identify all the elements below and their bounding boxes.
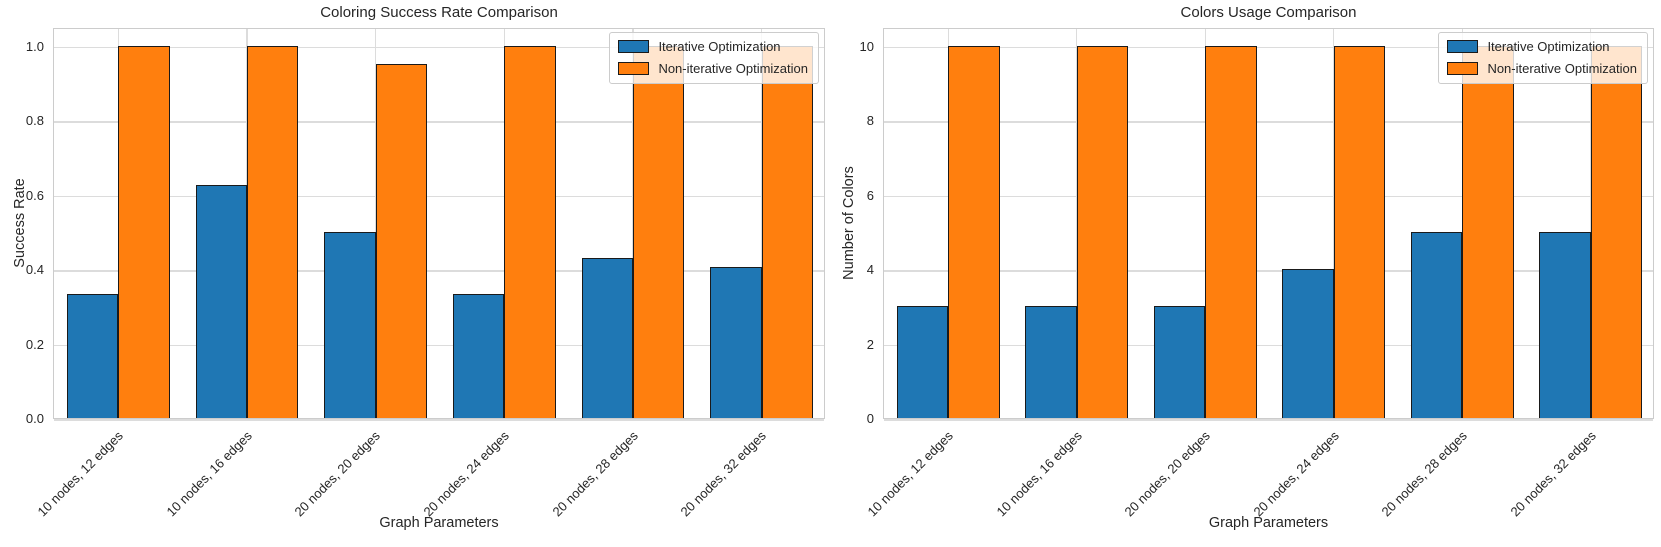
chart-title-colors-usage: Colors Usage Comparison — [1180, 4, 1357, 21]
bar-non-iterative-4 — [1333, 45, 1386, 418]
bar-non-iterative-4 — [504, 45, 556, 418]
bar-non-iterative-6 — [1590, 45, 1643, 418]
gridline-x-2 — [1076, 29, 1078, 418]
gridline-x-5 — [1461, 29, 1463, 418]
bar-non-iterative-5 — [633, 45, 685, 418]
bar-iterative-4 — [1282, 269, 1334, 418]
gridline-y-1.0 — [54, 47, 824, 49]
legend-label-non-iterative: Non-iterative Optimization — [1487, 61, 1637, 76]
gridline-y-6 — [884, 195, 1653, 198]
legend: Iterative Optimization Non-iterative Opti… — [609, 32, 819, 84]
legend-entry-non-iterative: Non-iterative Optimization — [1447, 61, 1637, 76]
gridline-y-0.0 — [54, 419, 824, 421]
x-axis-label-right: Graph Parameters — [1208, 515, 1329, 531]
bar-non-iterative-6 — [761, 45, 814, 418]
legend-entry-iterative: Iterative Optimization — [618, 39, 808, 54]
bar-iterative-3 — [1153, 306, 1206, 418]
y-tick-label-0.4: 0.4 — [25, 262, 44, 278]
y-tick-label-8: 8 — [866, 113, 874, 129]
bar-iterative-2 — [1025, 306, 1077, 418]
gridline-y-4 — [884, 270, 1653, 272]
x-tick-label-2: 10 nodes, 16 edges — [992, 428, 1085, 520]
x-tick-label-2: 10 nodes, 16 edges — [163, 428, 255, 520]
gridline-x-6 — [1590, 29, 1592, 418]
y-tick-label-2: 2 — [866, 336, 874, 352]
legend-label-iterative: Iterative Optimization — [658, 39, 781, 54]
bar-non-iterative-2 — [1076, 45, 1129, 418]
x-tick-label-3: 20 nodes, 20 edges — [1121, 428, 1213, 520]
y-tick-label-0: 0 — [866, 411, 874, 426]
gridline-y-10 — [884, 47, 1653, 49]
legend-swatch-non-iterative — [618, 62, 650, 75]
legend-swatch-non-iterative — [1447, 62, 1479, 75]
x-tick-label-4: 20 nodes, 24 edges — [1249, 428, 1342, 520]
x-tick-label-5: 20 nodes, 28 edges — [1378, 428, 1470, 520]
x-tick-label-3: 20 nodes, 20 edges — [291, 428, 384, 520]
gridline-y-0 — [884, 419, 1653, 421]
x-tick-label-6: 20 nodes, 32 edges — [1506, 428, 1599, 520]
bar-non-iterative-3 — [375, 64, 428, 418]
bar-iterative-1 — [66, 294, 119, 418]
legend-entry-non-iterative: Non-iterative Optimization — [618, 61, 808, 76]
legend-swatch-iterative — [1447, 40, 1479, 53]
y-tick-label-0.6: 0.6 — [25, 187, 44, 203]
legend-label-iterative: Iterative Optimization — [1487, 39, 1610, 54]
bar-iterative-2 — [195, 185, 247, 418]
bar-non-iterative-5 — [1462, 45, 1514, 418]
bar-non-iterative-3 — [1205, 45, 1257, 418]
gridline-x-1 — [117, 29, 119, 418]
gridline-x-4 — [1333, 29, 1335, 418]
y-tick-label-4: 4 — [866, 262, 874, 278]
bar-non-iterative-1 — [948, 45, 1000, 418]
x-tick-label-1: 10 nodes, 12 edges — [864, 428, 956, 520]
bar-iterative-6 — [710, 267, 762, 418]
x-tick-label-4: 20 nodes, 24 edges — [420, 428, 512, 520]
bar-non-iterative-2 — [247, 45, 299, 418]
gridline-y-8 — [884, 121, 1653, 123]
bar-non-iterative-1 — [118, 45, 170, 418]
gridline-x-5 — [632, 29, 634, 418]
y-tick-label-0.0: 0.0 — [25, 411, 44, 426]
bar-iterative-5 — [581, 257, 633, 418]
y-tick-label-0.8: 0.8 — [25, 113, 44, 129]
gridline-y-0.2 — [54, 344, 824, 347]
plot-area-success-rate — [53, 28, 825, 421]
plot-area-colors-usage — [883, 28, 1654, 421]
legend: Iterative Optimization Non-iterative Opti… — [1438, 32, 1648, 84]
gridline-x-3 — [1204, 29, 1206, 418]
gridline-x-4 — [503, 29, 505, 418]
chart-title-success-rate: Coloring Success Rate Comparison — [320, 4, 558, 21]
bar-iterative-3 — [324, 231, 376, 418]
y-tick-label-6: 6 — [866, 187, 874, 203]
gridline-y-0.6 — [54, 195, 824, 198]
gridline-x-2 — [246, 29, 248, 418]
bar-iterative-5 — [1410, 231, 1463, 418]
x-tick-label-5: 20 nodes, 28 edges — [549, 428, 641, 520]
gridline-y-0.8 — [54, 121, 824, 123]
gridline-y-0.4 — [54, 270, 824, 272]
gridline-y-2 — [884, 344, 1653, 347]
x-axis-label-left: Graph Parameters — [379, 515, 499, 531]
y-tick-label-0.2: 0.2 — [25, 336, 44, 352]
x-tick-label-1: 10 nodes, 12 edges — [34, 428, 126, 520]
bar-iterative-1 — [896, 306, 949, 418]
legend-swatch-iterative — [618, 40, 650, 53]
y-tick-label-10: 10 — [859, 38, 874, 54]
gridline-x-1 — [947, 29, 949, 418]
legend-label-non-iterative: Non-iterative Optimization — [658, 61, 808, 76]
bar-iterative-4 — [452, 294, 505, 418]
legend-entry-iterative: Iterative Optimization — [1447, 39, 1637, 54]
y-tick-label-1.0: 1.0 — [25, 38, 44, 54]
x-tick-label-6: 20 nodes, 32 edges — [677, 428, 770, 520]
bar-iterative-6 — [1539, 231, 1591, 418]
